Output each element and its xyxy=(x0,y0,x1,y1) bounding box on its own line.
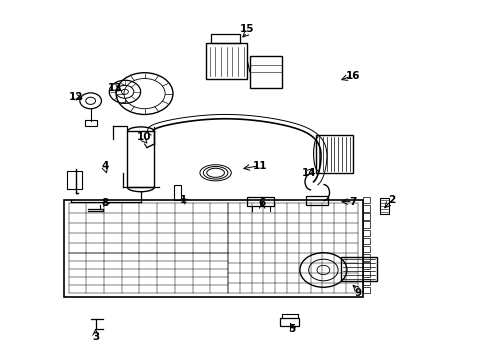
Bar xyxy=(363,238,370,244)
Text: 9: 9 xyxy=(354,288,361,298)
Text: 8: 8 xyxy=(102,198,109,208)
Text: 14: 14 xyxy=(301,168,316,178)
Bar xyxy=(64,200,363,297)
Bar xyxy=(85,120,97,126)
Text: 7: 7 xyxy=(349,197,357,207)
Bar xyxy=(250,56,282,88)
Text: 16: 16 xyxy=(345,71,360,81)
Bar xyxy=(316,135,353,173)
Bar xyxy=(341,257,377,281)
Bar xyxy=(380,198,389,214)
Bar xyxy=(363,271,370,277)
Bar xyxy=(363,262,370,269)
Text: 1: 1 xyxy=(180,195,187,205)
Bar xyxy=(127,131,154,187)
Bar xyxy=(363,197,370,203)
Bar xyxy=(206,43,247,79)
Bar xyxy=(280,318,299,326)
Text: 15: 15 xyxy=(240,24,255,34)
Bar xyxy=(363,221,370,228)
Bar xyxy=(363,246,370,252)
Bar xyxy=(247,197,274,206)
Bar xyxy=(363,279,370,285)
Text: 5: 5 xyxy=(288,324,295,334)
Bar xyxy=(174,185,181,200)
Bar xyxy=(211,34,240,43)
Bar xyxy=(67,171,82,189)
Text: 11: 11 xyxy=(252,161,267,171)
Text: 2: 2 xyxy=(389,195,395,205)
Bar xyxy=(363,230,370,236)
Bar xyxy=(363,287,370,293)
Bar xyxy=(363,213,370,220)
Text: 10: 10 xyxy=(137,132,152,142)
Text: 12: 12 xyxy=(69,92,83,102)
Text: 6: 6 xyxy=(259,198,266,208)
Text: 4: 4 xyxy=(101,161,109,171)
Bar xyxy=(363,254,370,261)
Text: 13: 13 xyxy=(108,83,122,93)
Bar xyxy=(363,205,370,212)
Text: 3: 3 xyxy=(92,332,99,342)
Bar xyxy=(306,196,328,205)
